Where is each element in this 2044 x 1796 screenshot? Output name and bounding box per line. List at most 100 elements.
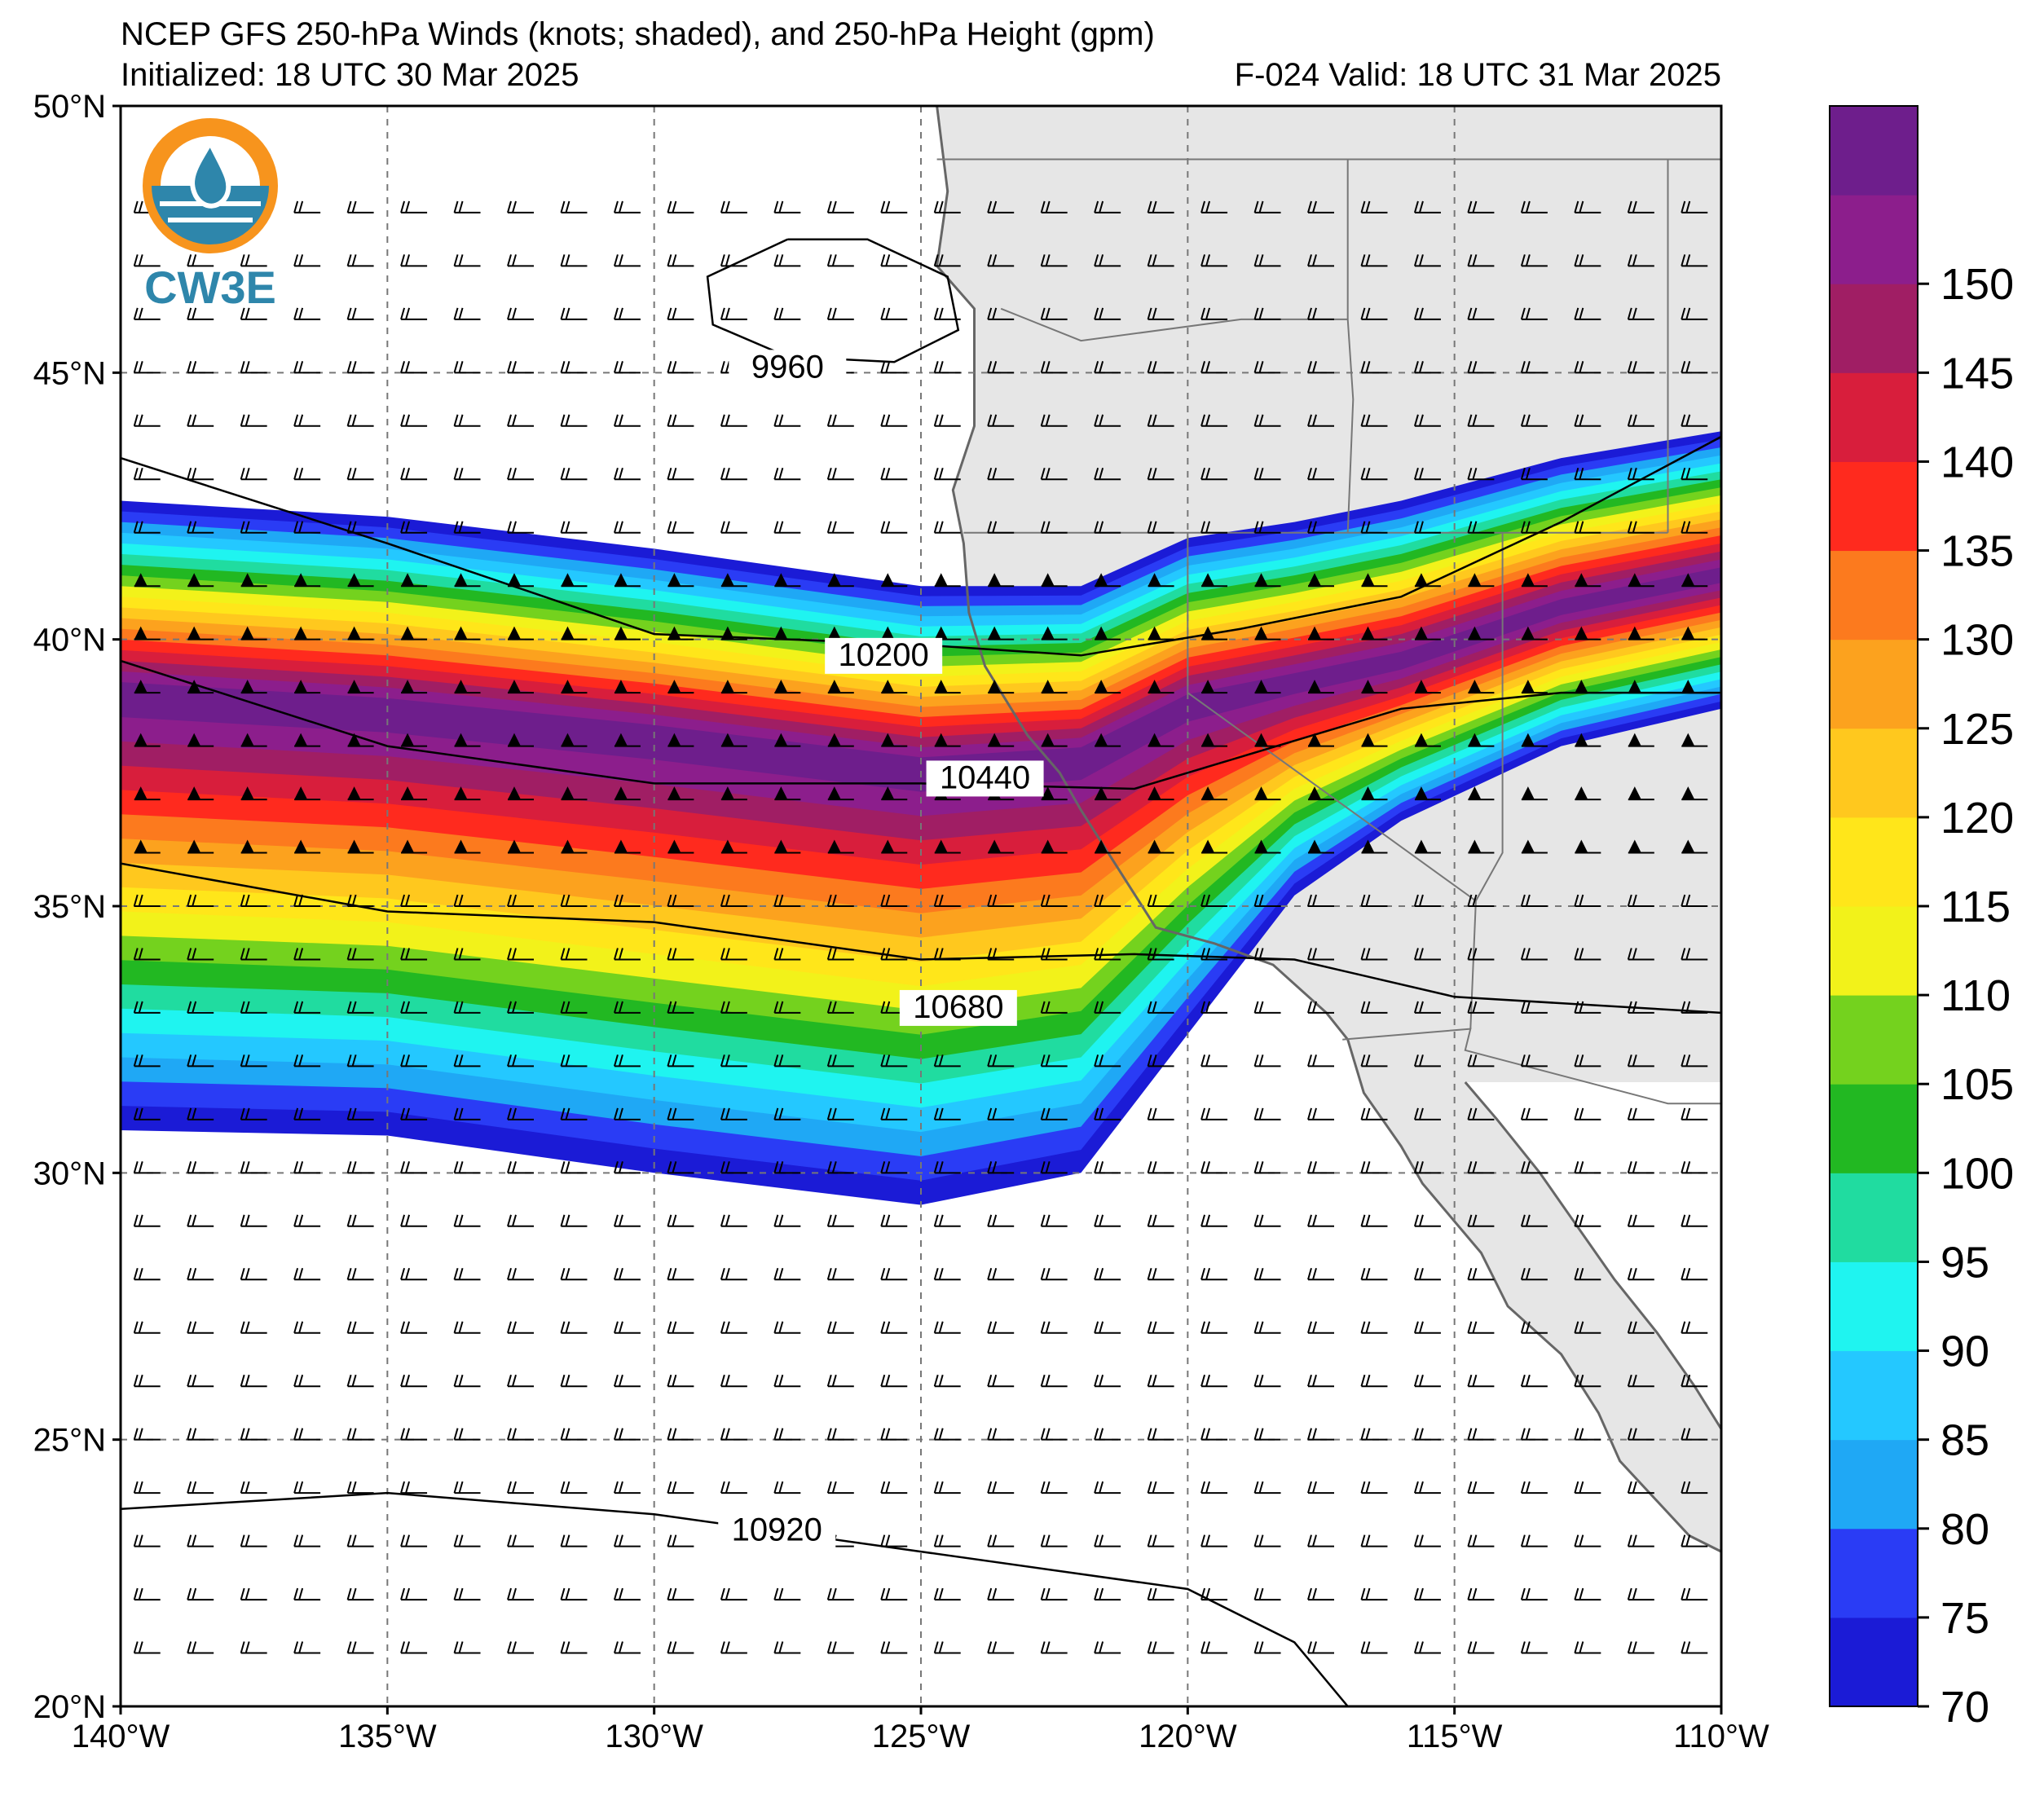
wind-barb	[400, 1641, 428, 1654]
lon-tick-label: 120°W	[1139, 1719, 1237, 1754]
wind-barb	[1413, 307, 1441, 320]
lon-tick-label: 110°W	[1673, 1719, 1769, 1754]
wind-barb	[293, 307, 321, 320]
contour-labels: 9960 10200 10440 10680 10920	[718, 349, 1044, 1549]
contour-label-text: 10440	[940, 759, 1030, 795]
wind-barb	[346, 361, 374, 374]
wind-barb	[613, 414, 641, 427]
wind-barb	[346, 1374, 374, 1388]
wind-barb	[933, 307, 961, 320]
wind-barb	[293, 1001, 321, 1014]
wind-barb	[826, 894, 854, 907]
wind-barb	[880, 200, 908, 213]
wind-barb	[1040, 1107, 1068, 1120]
wind-barb	[987, 361, 1015, 374]
contour-label-text: 10920	[732, 1512, 822, 1548]
wind-barb	[1307, 948, 1334, 961]
wind-barb	[1308, 573, 1334, 588]
wind-barb	[240, 1214, 267, 1227]
wind-barb	[187, 626, 214, 640]
wind-barb	[1094, 254, 1121, 267]
wind-barb	[773, 467, 801, 481]
wind-barb	[988, 733, 1015, 747]
wind-barb	[187, 786, 214, 801]
wind-barb	[720, 680, 747, 694]
wind-barb	[1147, 948, 1174, 961]
wind-barb	[187, 1534, 214, 1547]
wind-barb	[933, 1054, 961, 1067]
wind-barb	[614, 786, 641, 801]
wind-barb	[1520, 1321, 1548, 1334]
wind-barb	[1307, 467, 1334, 481]
wind-barb	[1094, 414, 1121, 427]
wind-barb	[1147, 1534, 1174, 1547]
wind-barb	[400, 894, 428, 907]
wind-barb	[933, 894, 961, 907]
wind-barb	[133, 467, 161, 481]
colorbar-segment	[1830, 906, 1918, 996]
wind-barb	[614, 680, 641, 694]
wind-barb	[346, 414, 374, 427]
wind-barb	[880, 1587, 908, 1601]
wind-barb	[1681, 1481, 1708, 1494]
wind-barb	[1413, 1267, 1441, 1281]
wind-barb	[346, 1107, 374, 1120]
speed-band	[121, 559, 1721, 817]
wind-barb	[560, 307, 588, 320]
wind-barb	[1520, 1107, 1548, 1120]
wind-barb	[240, 1641, 267, 1654]
wind-barb	[933, 1481, 961, 1494]
wind-barb	[667, 1428, 694, 1441]
wind-barb	[933, 1321, 961, 1334]
wind-barb	[400, 1161, 428, 1174]
wind-barb	[667, 361, 694, 374]
wind-barb	[933, 254, 961, 267]
colorbar-label: 115	[1940, 883, 2011, 931]
wind-barb	[1468, 839, 1495, 854]
wind-barb	[1574, 948, 1601, 961]
wind-barb	[1360, 1267, 1388, 1281]
wind-barb	[293, 1374, 321, 1388]
colorbar-segment	[1830, 817, 1918, 907]
wind-barb	[346, 521, 374, 534]
wind-barb	[1200, 1587, 1228, 1601]
wind-barb	[720, 1374, 747, 1388]
wind-barb	[187, 1267, 214, 1281]
wind-barb	[560, 1161, 588, 1174]
wind-barb	[240, 1161, 267, 1174]
wind-barb	[1574, 1641, 1601, 1654]
wind-barb	[560, 200, 588, 213]
wind-barb	[507, 1161, 534, 1174]
colorbar-label: 80	[1940, 1505, 1989, 1554]
wind-barb	[613, 1481, 641, 1494]
wind-barb	[187, 1161, 214, 1174]
wind-barb	[987, 894, 1015, 907]
wind-barb	[826, 254, 854, 267]
wind-barb	[1520, 1481, 1548, 1494]
wind-barb	[613, 200, 641, 213]
wind-barb	[1574, 254, 1601, 267]
wind-barb	[1627, 1214, 1654, 1227]
wind-barb	[1307, 894, 1334, 907]
wind-barb	[1253, 1107, 1281, 1120]
wind-barb	[1040, 467, 1068, 481]
wind-barb	[613, 1107, 641, 1120]
wind-barb	[240, 733, 267, 747]
wind-barb	[400, 1214, 428, 1227]
colorbar-label: 75	[1940, 1594, 1989, 1643]
wind-barb	[933, 200, 961, 213]
contour-label-10200: 10200	[825, 637, 943, 674]
wind-barb	[1413, 1214, 1441, 1227]
wind-barb	[987, 521, 1015, 534]
wind-barb	[1627, 1267, 1654, 1281]
logo-wave	[152, 186, 269, 244]
wind-barb	[1413, 1107, 1441, 1120]
wind-barb	[507, 1641, 534, 1654]
wind-barb	[1574, 414, 1601, 427]
wind-barb	[293, 1054, 321, 1067]
wind-barb	[1360, 200, 1388, 213]
colorbar: 70 75 80 85 90 95 100 105 110 115 120 125 130 135 140 1…	[1829, 105, 2014, 1732]
wind-barb	[1521, 839, 1548, 854]
wind-barb	[1148, 680, 1174, 694]
wind-barb	[1521, 786, 1548, 801]
